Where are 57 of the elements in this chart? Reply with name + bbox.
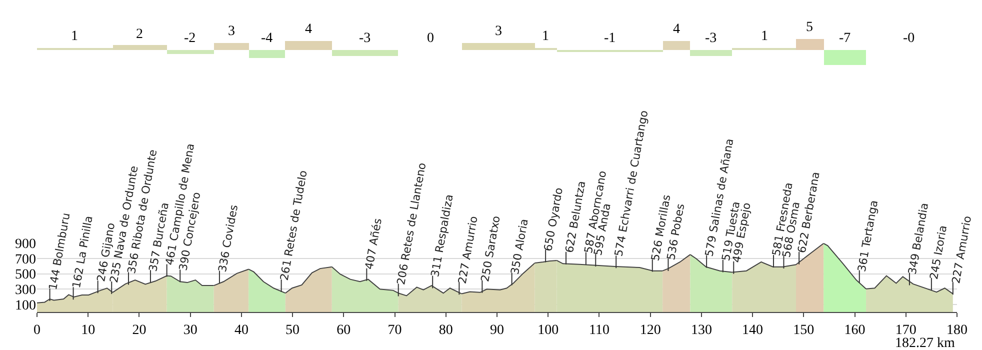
data-label: -3 — [705, 31, 717, 46]
data-label: 2 — [136, 27, 143, 42]
x-tick-label: 120 — [640, 322, 661, 338]
annotation: 250 Saratxo — [478, 214, 503, 283]
data-label: 1 — [761, 29, 768, 44]
data-label: 4 — [673, 22, 680, 37]
data-label: 3 — [228, 24, 235, 39]
x-tick-label: 180 — [946, 322, 968, 338]
x-tick-label: 40 — [234, 322, 248, 338]
x-tick-label: 170 — [895, 322, 916, 338]
x-tick-label: 100 — [538, 322, 559, 338]
annotation: 227 Amurrio — [456, 214, 480, 285]
data-label: -2 — [184, 31, 196, 46]
x-tick-label: 20 — [132, 322, 146, 338]
annotation: 227 Amurrio — [949, 214, 974, 284]
bar — [285, 41, 332, 50]
y-tick-label: 100 — [15, 298, 36, 314]
y-tick-label: 500 — [15, 268, 36, 283]
y-tick-label: 300 — [15, 282, 36, 298]
x-tick-label: 80 — [438, 322, 453, 338]
x-tick-label: 50 — [286, 322, 300, 338]
data-label: -1 — [604, 31, 616, 46]
data-label: -3 — [359, 31, 371, 46]
x-tick-label: 60 — [336, 322, 351, 338]
annotation: 407 Añés — [362, 217, 384, 270]
annotation: 650 Oyardo — [541, 186, 566, 252]
data-label: 1 — [71, 29, 78, 44]
annotation: 336 Covides — [216, 204, 241, 274]
data-label: -7 — [839, 31, 851, 46]
x-tick-label: 90 — [490, 322, 504, 338]
x-tick-label: 10 — [81, 322, 96, 338]
x-tick-label: 140 — [742, 322, 764, 338]
data-label: 3 — [495, 24, 502, 39]
x-tick-label: 110 — [588, 322, 610, 338]
annotation: 311 Respaldiza — [428, 193, 456, 278]
annotation: 206 Retes de Llanteno — [394, 161, 429, 286]
x-tick-label: 130 — [690, 322, 712, 338]
annotation: 245 Izoria — [927, 224, 950, 280]
bar — [167, 50, 214, 54]
x-tick-label: 30 — [183, 322, 198, 338]
annotation: 261 Retes de Tudelo — [278, 169, 310, 282]
data-label: 4 — [305, 22, 312, 37]
data-label: -0 — [903, 31, 915, 46]
text: 182.27 km — [895, 336, 955, 350]
x-tick-label: 160 — [844, 322, 866, 338]
annotation: 361 Tertanga — [855, 199, 881, 273]
annotation: 350 Aloria — [508, 218, 531, 276]
x-tick-label: 150 — [793, 322, 814, 338]
y-tick-label: 900 — [15, 237, 36, 252]
x-tick-label: 70 — [388, 322, 402, 338]
data-label: 1 — [542, 29, 549, 44]
data-label: 0 — [427, 31, 434, 46]
x-tick-label: 0 — [34, 322, 40, 338]
data-label: -4 — [261, 31, 273, 46]
annotation: 574 Echvarri de Cuartango — [612, 109, 651, 258]
data-label: 5 — [806, 20, 813, 35]
y-tick-label: 700 — [15, 252, 36, 268]
